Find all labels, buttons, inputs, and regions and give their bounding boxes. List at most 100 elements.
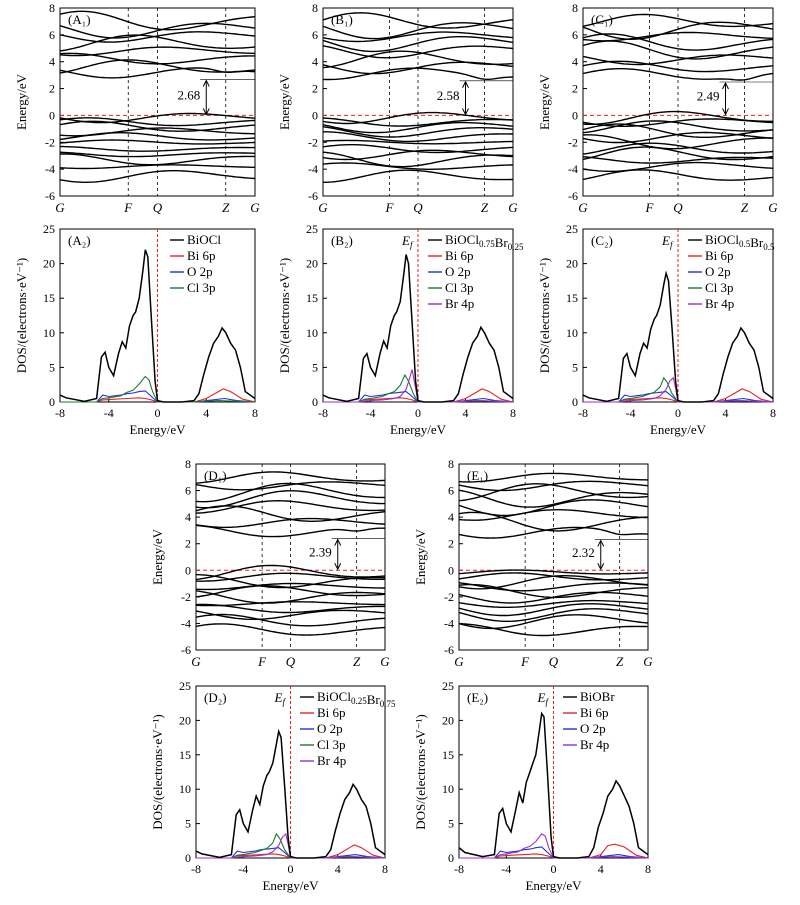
k-point-label: Q — [413, 200, 423, 215]
y-axis-label: Energy/eV — [150, 528, 165, 585]
conduction-band — [322, 31, 514, 43]
valence-band — [582, 120, 774, 134]
y-tick-label: 6 — [312, 28, 318, 42]
valence-band — [458, 582, 649, 592]
x-tick-label: 4 — [463, 406, 469, 420]
y-tick-label: 15 — [566, 291, 578, 305]
dos-series-bi6p — [323, 388, 514, 403]
conduction-band — [322, 36, 514, 53]
conduction-band — [582, 40, 774, 60]
gap-label-bg — [433, 89, 462, 104]
y-tick-label: -4 — [444, 616, 454, 630]
y-tick-label: 0 — [448, 563, 454, 577]
dos-panel-C2: 0 5 10 15 20 25 -8 -4 0 4 8 Energy/eV DOS/(electrons… — [537, 222, 776, 437]
legend-entry-br4p: Br 4p — [445, 296, 474, 311]
y-tick-label: 10 — [179, 782, 191, 796]
gap-label-bg — [174, 88, 203, 103]
valence-band — [322, 139, 514, 145]
dos-series-o2p — [323, 391, 514, 403]
y-tick-label: 6 — [185, 484, 191, 498]
gap-arrowhead-down — [462, 108, 469, 116]
valence-band — [322, 117, 514, 127]
y-tick-label: -6 — [568, 189, 578, 203]
y-tick-label: 20 — [179, 713, 191, 727]
legend-entry-o2p: O 2p — [580, 721, 606, 736]
gap-label-bg — [693, 89, 722, 104]
k-point-label: Z — [222, 200, 230, 215]
valence-band — [195, 609, 386, 620]
gap-arrowhead-up — [722, 81, 729, 90]
x-axis-label: Energy/eV — [390, 422, 447, 437]
gap-arrowhead-down — [202, 108, 210, 116]
x-tick-label: -4 — [626, 406, 636, 420]
y-tick-label: -2 — [45, 135, 55, 149]
valence-band — [323, 169, 513, 183]
y-tick-label: 25 — [442, 679, 454, 693]
panel-label: (B₁) — [331, 12, 353, 27]
y-tick-label: 4 — [572, 55, 578, 69]
y-tick-label: 20 — [43, 257, 55, 271]
gap-arrowhead-down — [334, 563, 342, 571]
legend-entry-br4p: Br 4p — [705, 296, 734, 311]
y-tick-label: 4 — [312, 55, 318, 69]
dos-series-bi6p — [583, 388, 774, 403]
valence-band — [59, 112, 256, 124]
y-tick-label: 0 — [448, 851, 454, 865]
y-tick-label: 0 — [312, 108, 318, 122]
y-tick-label: -2 — [568, 135, 578, 149]
x-tick-label: 8 — [770, 406, 776, 420]
y-tick-label: 8 — [572, 1, 578, 15]
valence-band — [323, 131, 513, 143]
conduction-band — [582, 54, 774, 66]
y-tick-label: -4 — [181, 616, 191, 630]
dos-series-bi6p — [459, 843, 649, 859]
k-point-label: G — [578, 200, 588, 215]
conduction-band — [195, 471, 386, 484]
conduction-band — [322, 12, 514, 29]
k-point-label: G — [318, 200, 328, 215]
conduction-band — [59, 10, 256, 31]
k-point-label: G — [380, 654, 390, 669]
legend-entry-o2p: O 2p — [317, 721, 343, 736]
gap-arrowhead-up — [597, 539, 605, 547]
panel-label: (A₂) — [68, 233, 91, 248]
gap-arrowhead-up — [202, 79, 210, 87]
y-tick-label: -2 — [308, 135, 318, 149]
y-tick-label: 8 — [448, 457, 454, 471]
band-gap-value: 2.39 — [309, 544, 332, 559]
y-tick-label: 2 — [49, 82, 55, 96]
valence-band — [458, 569, 649, 575]
y-tick-label: 6 — [448, 484, 454, 498]
panels-group: -6 -4 -2 0 2 4 6 8 Energy/eV G F Q Z G 2.68 (A₁) -6 -4 -2 0… — [14, 1, 778, 893]
valence-band — [59, 151, 256, 158]
legend-entry-total: BiOCl0.75Br0.25 — [445, 232, 524, 252]
legend-entry-cl3p: Cl 3p — [317, 737, 346, 752]
valence-band — [195, 582, 385, 591]
band-gap-value: 2.49 — [697, 89, 720, 104]
k-point-label: G — [643, 654, 653, 669]
band-gap-value: 2.58 — [437, 88, 460, 103]
x-tick-label: 4 — [203, 406, 209, 420]
y-tick-label: 10 — [306, 326, 318, 340]
conduction-band — [458, 483, 649, 502]
x-tick-label: -4 — [104, 406, 114, 420]
k-point-label: Q — [549, 654, 559, 669]
y-tick-label: 5 — [448, 817, 454, 831]
y-tick-label: 25 — [43, 222, 55, 236]
valence-band — [59, 145, 255, 152]
y-tick-label: 15 — [43, 291, 55, 305]
k-point-label: F — [257, 654, 267, 669]
panel-label: (E₂) — [467, 690, 488, 705]
panel-label: (D₁) — [204, 468, 227, 483]
k-point-label: F — [385, 200, 395, 215]
x-tick-label: 0 — [551, 862, 557, 876]
y-axis-label: Energy/eV — [537, 73, 552, 130]
y-tick-label: 5 — [572, 360, 578, 374]
y-tick-label: 0 — [49, 395, 55, 409]
y-tick-label: -6 — [181, 643, 191, 657]
conduction-band — [582, 33, 774, 51]
legend-entry-bi6p: Bi 6p — [580, 705, 609, 720]
x-tick-label: 4 — [335, 862, 341, 876]
conduction-band — [195, 482, 386, 503]
fermi-level-label: Ef — [537, 690, 550, 707]
